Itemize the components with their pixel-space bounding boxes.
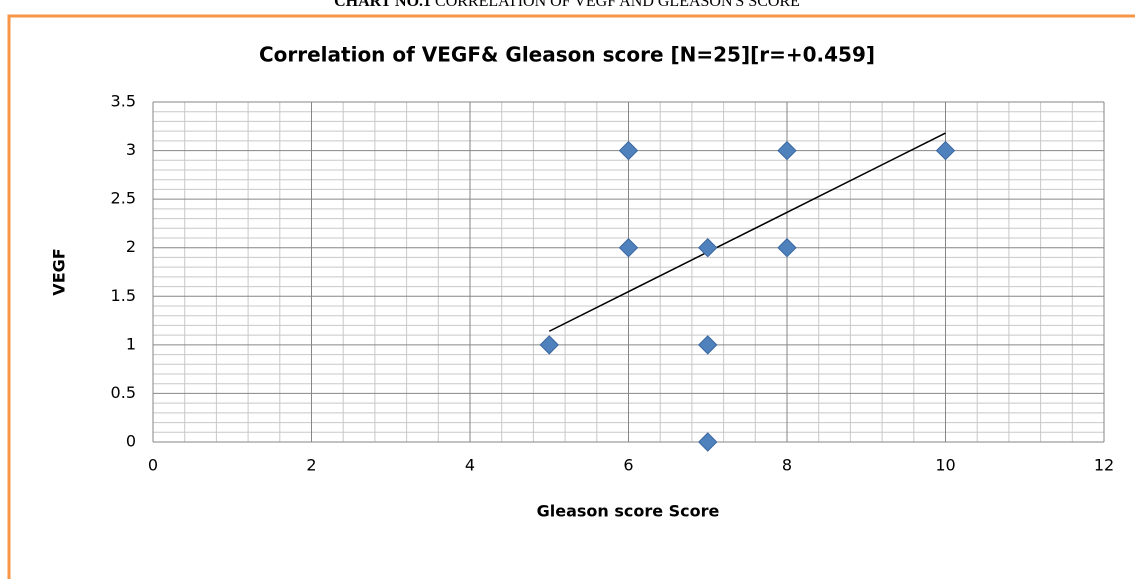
data-point xyxy=(539,335,559,355)
caption: CHART NO.1 CORRELATION OF VEGF AND GLEAS… xyxy=(334,0,800,10)
trendline xyxy=(548,132,946,332)
x-tick-label: 4 xyxy=(465,456,475,475)
x-tick-label: 2 xyxy=(306,456,316,475)
data-point xyxy=(777,140,797,161)
x-tick-label: 0 xyxy=(148,456,158,475)
x-tick-label: 6 xyxy=(623,456,633,475)
y-tick-label: 1.5 xyxy=(111,286,136,305)
data-point xyxy=(618,140,639,161)
data-point xyxy=(698,238,718,258)
x-axis-title: Gleason score Score xyxy=(537,502,720,521)
data-point xyxy=(777,238,797,258)
frame xyxy=(7,14,1135,579)
x-tick-label: 8 xyxy=(782,456,792,475)
y-tick-label: 2 xyxy=(126,237,136,256)
y-tick-label: 3 xyxy=(126,140,136,159)
x-tick-label: 10 xyxy=(935,456,955,475)
y-axis-title: VEGF xyxy=(50,248,69,295)
data-point xyxy=(698,335,718,355)
caption-text: CORRELATION OF VEGF AND GLEASON'S SCORE xyxy=(435,0,800,10)
y-tick-label: 2.5 xyxy=(111,189,136,208)
data-point xyxy=(698,432,718,452)
y-tick-label: 3.5 xyxy=(111,92,136,111)
y-tick-label: 0.5 xyxy=(111,383,136,402)
y-tick-label: 1 xyxy=(126,334,136,353)
data-point xyxy=(935,140,956,161)
x-tick-label: 12 xyxy=(1094,456,1114,475)
caption-bold: CHART NO.1 xyxy=(334,0,431,10)
y-tick-label: 0 xyxy=(126,432,136,451)
chart-title: Correlation of VEGF& Gleason score [N=25… xyxy=(259,43,875,67)
data-point xyxy=(618,238,639,258)
